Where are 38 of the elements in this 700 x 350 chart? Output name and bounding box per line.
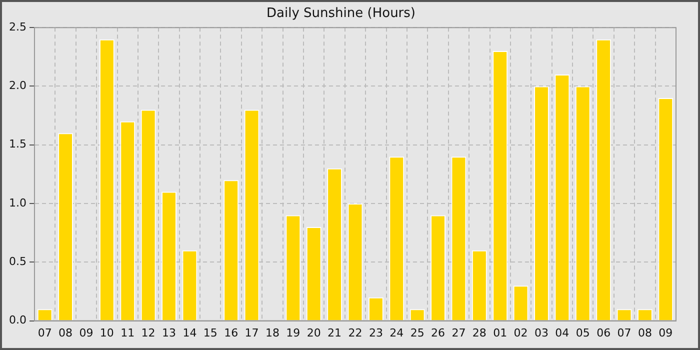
y-tick-label: 0.0 <box>8 314 26 327</box>
y-tick-label: 1.0 <box>8 196 26 210</box>
x-tick-label: 16 <box>224 326 238 340</box>
y-tick-label: 2.0 <box>8 79 26 92</box>
x-tick-label: 19 <box>286 326 300 340</box>
y-tick-label: 0.5 <box>8 255 26 268</box>
x-tick-label: 11 <box>120 326 135 340</box>
x-tick-label: 26 <box>431 326 446 340</box>
x-tick-label: 09 <box>79 326 94 340</box>
x-tick-label: 23 <box>368 326 383 340</box>
y-tick-label: 2.5 <box>8 20 26 34</box>
x-tick-label: 18 <box>265 326 280 340</box>
x-tick-label: 05 <box>576 326 590 340</box>
chart-title: Daily Sunshine (Hours) <box>266 6 416 22</box>
x-tick-label: 20 <box>306 326 321 340</box>
x-tick-label: 25 <box>410 326 424 340</box>
x-tick-label: 06 <box>596 326 611 340</box>
x-tick-label: 24 <box>390 326 404 340</box>
x-tick-label: 17 <box>244 326 259 340</box>
x-tick-label: 10 <box>100 326 114 340</box>
x-tick-label: 27 <box>452 326 466 340</box>
x-tick-label: 03 <box>534 326 548 340</box>
x-tick-label: 15 <box>203 326 218 340</box>
x-tick-label: 12 <box>141 326 156 340</box>
x-tick-label: 07 <box>617 326 632 340</box>
x-tick-label: 09 <box>658 326 673 340</box>
x-tick-label: 22 <box>348 326 362 340</box>
x-tick-label: 08 <box>58 326 73 340</box>
x-tick-label: 28 <box>472 326 486 340</box>
x-tick-label: 14 <box>182 326 197 340</box>
x-tick-label: 02 <box>514 326 528 340</box>
x-tick-label: 01 <box>493 326 508 340</box>
x-tick-label: 08 <box>638 326 652 340</box>
y-tick-label: 1.5 <box>8 138 26 151</box>
x-tick-label: 21 <box>328 326 342 340</box>
x-tick-label: 04 <box>555 326 570 340</box>
x-tick-label: 07 <box>38 326 52 340</box>
x-tick-label: 13 <box>162 326 176 340</box>
